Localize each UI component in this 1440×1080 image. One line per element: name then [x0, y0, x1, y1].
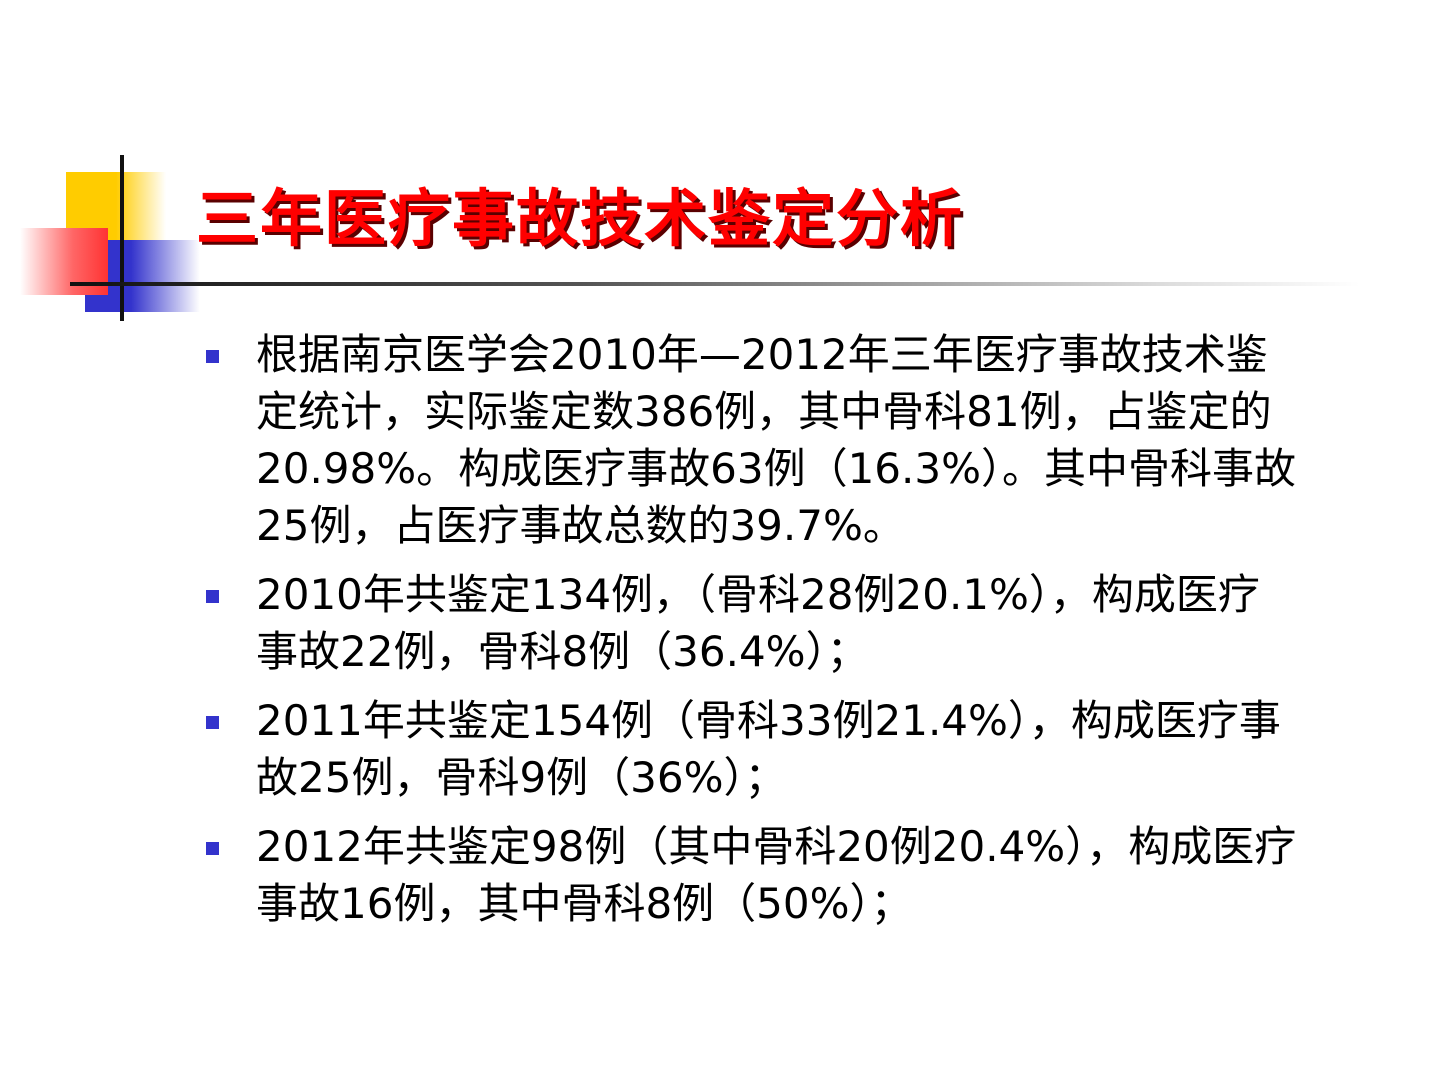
horizontal-rule — [70, 282, 1360, 286]
bullet-item: 2012年共鉴定98例（其中骨科20例20.4%），构成医疗 事故16例，其中骨科… — [200, 818, 1420, 932]
bullet-text: 25例，占医疗事故总数的39.7%。 — [256, 501, 905, 550]
bullet-text: 事故22例，骨科8例（36.4%）； — [256, 627, 869, 676]
bullet-marker — [206, 842, 219, 855]
bullet-item: 根据南京医学会2010年—2012年三年医疗事故技术鉴 定统计，实际鉴定数386例… — [200, 326, 1420, 554]
bullet-marker — [206, 590, 219, 603]
bullet-list: 根据南京医学会2010年—2012年三年医疗事故技术鉴 定统计，实际鉴定数386例… — [200, 326, 1420, 944]
bullet-marker — [206, 350, 219, 363]
bullet-text: 2011年共鉴定154例（骨科33例21.4%），构成医疗事 — [256, 696, 1281, 745]
bullet-text: 事故16例，其中骨科8例（50%）； — [256, 879, 913, 928]
bullet-text: 根据南京医学会2010年—2012年三年医疗事故技术鉴 — [256, 330, 1268, 379]
bullet-item: 2011年共鉴定154例（骨科33例21.4%），构成医疗事 故25例，骨科9例（… — [200, 692, 1420, 806]
slide-title: 三年医疗事故技术鉴定分析 — [196, 182, 965, 255]
bullet-text: 定统计，实际鉴定数386例，其中骨科81例，占鉴定的 — [256, 387, 1272, 436]
bullet-text: 20.98%。构成医疗事故63例（16.3%）。其中骨科事故 — [256, 444, 1297, 493]
bullet-text: 故25例，骨科9例（36%）； — [256, 753, 787, 802]
vertical-rule — [120, 155, 124, 321]
bullet-item: 2010年共鉴定134例，（骨科28例20.1%），构成医疗 事故22例，骨科8例… — [200, 566, 1420, 680]
bullet-text: 2012年共鉴定98例（其中骨科20例20.4%），构成医疗 — [256, 822, 1297, 871]
bullet-marker — [206, 716, 219, 729]
bullet-text: 2010年共鉴定134例，（骨科28例20.1%），构成医疗 — [256, 570, 1260, 619]
